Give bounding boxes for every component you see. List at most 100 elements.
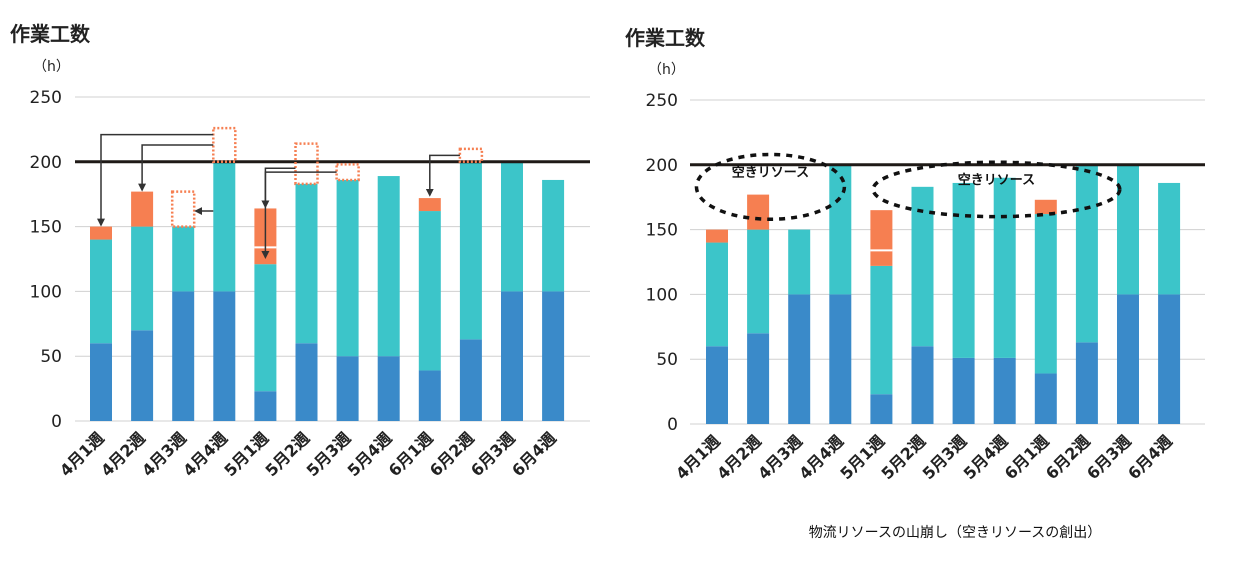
- move-arrow: [261, 171, 337, 259]
- x-tick-label: 6月1週: [1001, 431, 1053, 483]
- bar-segment-middle: [706, 242, 728, 347]
- y-tick-label: 250: [646, 91, 678, 111]
- bar-segment-base: [1117, 294, 1139, 424]
- free-resource-label: 空きリソース: [958, 172, 1035, 188]
- bar-segment-middle: [90, 239, 112, 344]
- bar-segment-extra: [706, 229, 728, 243]
- bar-segment-middle: [747, 229, 770, 334]
- y-tick-label: 200: [646, 156, 678, 176]
- bar-segment-base: [90, 343, 112, 421]
- x-tick-label: 5月1週: [220, 428, 272, 480]
- move-arrow: [425, 154, 460, 197]
- bar-segment-base: [459, 339, 482, 421]
- y-tick-label: 50: [656, 350, 678, 370]
- moved-segment-outline: [170, 190, 196, 228]
- moved-segment-outline: [212, 126, 237, 164]
- y-tick-label: 100: [646, 285, 678, 305]
- bar-segment-extra: [90, 226, 112, 240]
- x-tick-label: 6月2週: [1042, 431, 1094, 483]
- y-tick-label: 100: [30, 282, 62, 302]
- x-tick-label: 4月1週: [56, 428, 108, 480]
- bar-segment-base: [788, 294, 811, 424]
- move-arrow: [261, 167, 296, 209]
- bar-segment-extra: [418, 198, 441, 212]
- x-tick-label: 5月3週: [303, 428, 355, 480]
- free-resource-ellipse: [694, 152, 847, 221]
- y-tick-label: 0: [667, 415, 678, 435]
- x-tick-label: 4月3週: [754, 431, 806, 483]
- y-tick-label: 250: [30, 88, 62, 108]
- y-tick-label: 150: [30, 218, 62, 238]
- bar-segment-middle: [993, 177, 1016, 358]
- x-tick-label: 4月1週: [672, 431, 724, 483]
- bar-segment-middle: [131, 226, 154, 331]
- bar-segment-base: [131, 330, 154, 421]
- free-resource-label: 空きリソース: [732, 164, 809, 180]
- bar-segment-middle: [1158, 182, 1181, 295]
- bar-segment-extra: [1034, 199, 1057, 215]
- bar-segment-middle: [911, 186, 934, 347]
- bar-segment-base: [501, 291, 523, 421]
- figure-caption: 物流リソースの山崩し（空きリソースの創出）: [809, 525, 1102, 541]
- y-axis-title: 作業工数: [10, 22, 91, 46]
- moved-segment-outline: [335, 163, 360, 182]
- x-tick-label: 6月4週: [508, 428, 560, 480]
- y-tick-label: 50: [40, 347, 62, 367]
- x-tick-label: 6月2週: [426, 428, 478, 480]
- x-tick-label: 5月2週: [262, 428, 314, 480]
- x-tick-label: 6月3週: [1083, 431, 1135, 483]
- bar-segment-middle: [336, 179, 359, 357]
- x-tick-label: 5月1週: [836, 431, 888, 483]
- bar-segment-middle: [213, 161, 236, 292]
- bar-segment-base: [336, 356, 359, 421]
- bar-segment-middle: [829, 164, 852, 295]
- bar-segment-base: [377, 356, 400, 421]
- bar-segment-base: [418, 370, 441, 421]
- bar-segment-middle: [295, 183, 318, 344]
- x-tick-label: 6月1週: [385, 428, 437, 480]
- x-tick-label: 4月2週: [713, 431, 765, 483]
- bar-segment-base: [542, 291, 565, 421]
- x-tick-label: 4月4週: [795, 431, 847, 483]
- x-tick-label: 4月2週: [97, 428, 149, 480]
- bar-segment-middle: [952, 182, 975, 358]
- bar-segment-base: [706, 346, 728, 424]
- move-arrow: [97, 133, 214, 227]
- bar-segment-base: [1034, 373, 1057, 424]
- bar-segment-base: [213, 291, 236, 421]
- x-tick-label: 4月4週: [179, 428, 231, 480]
- bar-segment-middle: [542, 179, 565, 292]
- y-tick-label: 0: [51, 412, 62, 432]
- bar-segment-middle: [254, 264, 277, 392]
- bar-segment-middle: [1075, 164, 1098, 343]
- x-tick-label: 5月4週: [960, 431, 1012, 483]
- moved-segment-outline: [458, 147, 484, 164]
- bar-segment-middle: [1117, 164, 1139, 295]
- x-tick-label: 6月3週: [467, 428, 519, 480]
- bar-segment-base: [952, 357, 975, 424]
- free-resource-ellipse: [871, 160, 1122, 219]
- bar-segment-base: [254, 391, 277, 421]
- bar-segment-extra: [131, 191, 154, 227]
- bar-segment-base: [295, 343, 318, 421]
- x-tick-label: 5月4週: [344, 428, 396, 480]
- bar-segment-middle: [377, 176, 400, 357]
- x-tick-label: 4月3週: [138, 428, 190, 480]
- bar-segment-extra: [747, 194, 770, 230]
- y-tick-label: 150: [646, 221, 678, 241]
- move-arrow: [138, 144, 214, 192]
- x-tick-label: 5月2週: [878, 431, 930, 483]
- right-chart: 作業工数（h）0501001502002504月1週4月2週4月3週4月4週5月…: [625, 26, 1205, 483]
- bar-segment-middle: [418, 211, 441, 371]
- bar-segment-base: [911, 346, 934, 424]
- bar-segment-base: [870, 394, 893, 424]
- bar-segment-middle: [870, 265, 893, 395]
- y-axis-unit: （h）: [648, 62, 685, 78]
- y-tick-label: 200: [30, 153, 62, 173]
- left-chart: 作業工数（h）0501001502002504月1週4月2週4月3週4月4週5月…: [10, 22, 590, 480]
- bar-segment-middle: [501, 161, 523, 292]
- bar-segment-base: [829, 294, 852, 424]
- x-tick-label: 6月4週: [1124, 431, 1176, 483]
